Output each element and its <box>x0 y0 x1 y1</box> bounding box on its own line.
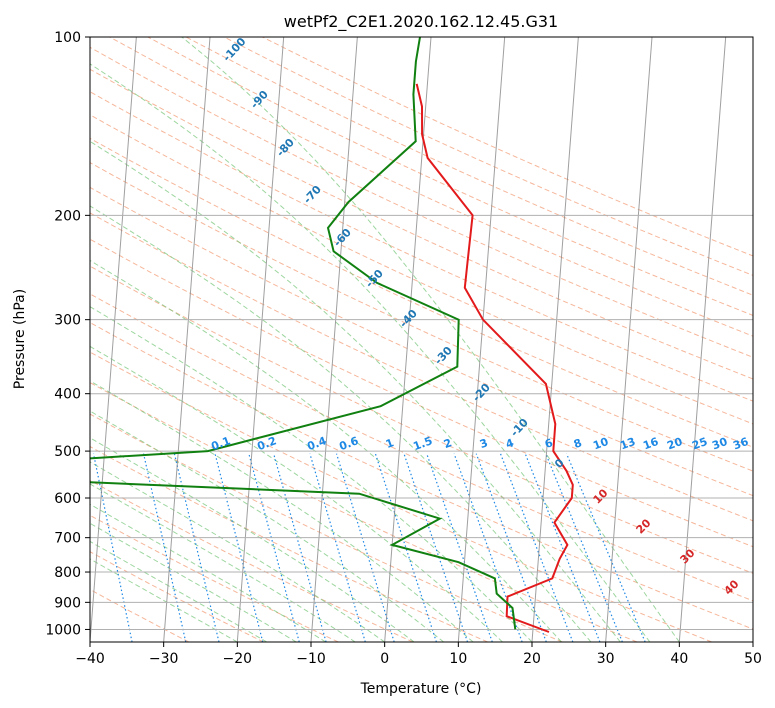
mixing-ratio-label: 30 <box>710 435 729 453</box>
x-tick-label: 40 <box>670 651 688 667</box>
moist-adiabat-line <box>90 540 268 642</box>
temperature-profile-line <box>415 83 574 633</box>
y-tick-label: 300 <box>54 313 81 329</box>
dry-adiabat-line <box>90 186 753 497</box>
mixing-ratio-line <box>335 453 395 642</box>
isotherm-line <box>457 37 506 642</box>
dry-adiabat-line <box>90 162 753 472</box>
x-tick-label: −20 <box>223 651 253 667</box>
y-tick-label: 100 <box>54 30 81 46</box>
dry-adiabat-line <box>147 37 753 316</box>
moist-adiabat-line <box>90 63 651 642</box>
dry-adiabat-line <box>90 514 339 642</box>
isotherm-line <box>678 37 727 642</box>
y-tick-label: 700 <box>54 531 81 547</box>
dewpoint-profile-line <box>90 37 517 630</box>
x-tick-label: 50 <box>744 651 762 667</box>
mixing-ratio-line <box>426 453 493 642</box>
mixing-ratio-line <box>92 453 133 642</box>
x-axis-label: Temperature (°C) <box>360 681 482 697</box>
mixing-ratio-label: 3 <box>478 436 490 451</box>
dry-adiabat-line <box>90 114 753 425</box>
x-tick-label: 10 <box>449 651 467 667</box>
pressure-grid <box>90 37 753 630</box>
isotherm-line <box>90 37 137 642</box>
mixing-ratio-label: 1.5 <box>411 434 434 453</box>
x-tick-label: 0 <box>380 651 389 667</box>
dry-adiabat-line <box>90 238 753 548</box>
moist-adiabat-line <box>90 259 562 642</box>
mixing-ratio-label: 4 <box>504 436 516 451</box>
y-tick-label: 900 <box>54 595 81 611</box>
y-tick-label: 800 <box>54 565 81 581</box>
moist-adiabat-line <box>90 503 326 642</box>
mixing-ratio-line <box>248 453 300 642</box>
moist-adiabat-line <box>90 306 533 642</box>
x-tick-label: −10 <box>296 651 326 667</box>
moist-adiabat-line <box>181 37 680 642</box>
mixing-ratio-line <box>173 453 220 642</box>
isotherm-line <box>163 37 211 642</box>
x-axis-ticks: −40 −30 −20 −10 0 10 20 30 40 50 <box>75 642 762 667</box>
mixing-ratio-label: 20 <box>665 435 684 453</box>
mixing-ratio-label: 36 <box>731 435 750 453</box>
x-tick-label: 20 <box>523 651 541 667</box>
mixing-ratio-line <box>273 453 327 642</box>
mixing-ratio-label: 1 <box>384 436 396 451</box>
mixing-ratio-line <box>374 453 437 642</box>
dry-adiabat-line <box>90 212 753 522</box>
y-tick-label: 600 <box>54 491 81 507</box>
mixing-ratio-line <box>545 453 623 642</box>
mixing-ratio-label: 0.6 <box>337 434 360 453</box>
dry-adiabat-line <box>90 137 753 448</box>
background-lines <box>90 37 753 642</box>
y-tick-label: 200 <box>54 208 81 224</box>
plot-frame <box>89 36 754 643</box>
mixing-ratio-label: 10 <box>591 435 610 453</box>
mixing-ratio-label: 6 <box>543 436 555 451</box>
chart-title: wetPf2_C2E1.2020.162.12.45.G31 <box>284 12 558 32</box>
y-tick-label: 1000 <box>45 622 81 638</box>
mixing-ratio-line <box>524 453 601 642</box>
isotherm-line <box>236 37 285 642</box>
mixing-ratio-label: 0.1 <box>209 434 232 453</box>
x-tick-label: −30 <box>149 651 179 667</box>
mixing-ratio-line <box>214 453 264 642</box>
moist-adiabat-line <box>90 345 503 642</box>
mixing-ratio-labels: 0.1 0.2 0.4 0.6 1 1.5 2 3 4 6 8 10 13 16 20 25 30 36 <box>209 434 750 453</box>
y-axis-ticks: 100 200 300 400 500 600 700 800 900 1000 <box>45 30 90 638</box>
dry-adiabat-line <box>90 413 563 642</box>
mixing-ratio-label: 0.2 <box>255 434 278 453</box>
mixing-ratio-line <box>309 453 366 642</box>
mixing-ratio-label: 0.4 <box>305 434 328 453</box>
mixing-ratio-label: 2 <box>442 436 454 451</box>
moist-adiabat-line <box>90 522 297 642</box>
dry-adiabat-line <box>90 293 753 602</box>
dry-adiabat-line <box>90 588 190 642</box>
profile-lines <box>90 37 574 633</box>
mixing-ratio-line <box>453 453 523 642</box>
mixing-ratio-label: 8 <box>572 436 584 451</box>
x-tick-label: 30 <box>597 651 615 667</box>
mixing-ratio-label: 13 <box>618 435 637 452</box>
y-tick-label: 400 <box>54 387 81 403</box>
mixing-ratio-line <box>403 453 469 642</box>
dry-adiabat-line <box>90 321 753 630</box>
mixing-ratio-label: 25 <box>690 435 709 452</box>
isotherm-line <box>531 37 579 642</box>
y-axis-label: Pressure (hPa) <box>12 289 28 389</box>
isotherm-line <box>605 37 653 642</box>
moist-adiabat-line <box>90 205 592 642</box>
isotherm-line <box>310 37 358 642</box>
y-tick-label: 500 <box>54 444 81 460</box>
mixing-ratio-label: 16 <box>641 435 660 453</box>
dry-adiabat-line <box>185 37 753 296</box>
moist-adiabat-line <box>90 140 621 642</box>
dry-adiabat-line <box>90 381 638 642</box>
x-tick-label: −40 <box>75 651 105 667</box>
mixing-ratio-line <box>499 453 574 642</box>
moist-adiabat-line <box>90 461 385 642</box>
